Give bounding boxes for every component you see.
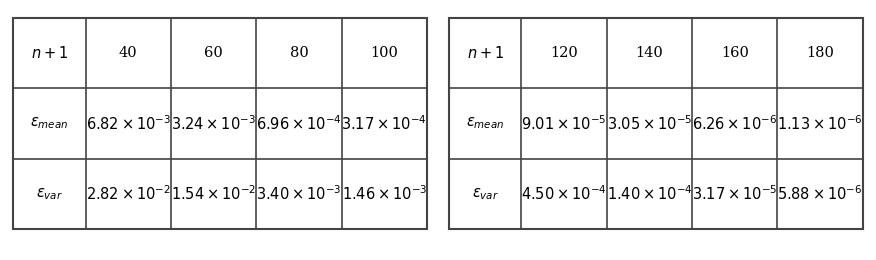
Text: $1.13\times10^{-6}$: $1.13\times10^{-6}$: [777, 114, 863, 133]
Text: $\varepsilon_{var}$: $\varepsilon_{var}$: [36, 186, 63, 202]
Text: $4.50\times10^{-4}$: $4.50\times10^{-4}$: [521, 184, 607, 203]
Text: $\varepsilon_{mean}$: $\varepsilon_{mean}$: [31, 116, 68, 131]
Text: $3.17\times10^{-4}$: $3.17\times10^{-4}$: [342, 114, 427, 133]
Text: $5.88\times10^{-6}$: $5.88\times10^{-6}$: [778, 184, 863, 203]
Text: 60: 60: [204, 46, 223, 60]
Text: $3.24\times10^{-3}$: $3.24\times10^{-3}$: [172, 114, 256, 133]
Text: $3.17\times10^{-5}$: $3.17\times10^{-5}$: [692, 184, 778, 203]
Text: 100: 100: [371, 46, 399, 60]
Text: $6.26\times10^{-6}$: $6.26\times10^{-6}$: [692, 114, 777, 133]
Text: $1.46\times10^{-3}$: $1.46\times10^{-3}$: [342, 184, 427, 203]
Text: 40: 40: [119, 46, 138, 60]
Text: $9.01\times10^{-5}$: $9.01\times10^{-5}$: [521, 114, 607, 133]
Text: 80: 80: [290, 46, 308, 60]
Text: $6.96\times10^{-4}$: $6.96\times10^{-4}$: [256, 114, 342, 133]
Text: $n+1$: $n+1$: [467, 45, 504, 61]
Text: $3.40\times10^{-3}$: $3.40\times10^{-3}$: [257, 184, 342, 203]
Bar: [449, 18, 863, 229]
Text: $3.05\times10^{-5}$: $3.05\times10^{-5}$: [607, 114, 692, 133]
Bar: [13, 18, 427, 229]
Text: 140: 140: [636, 46, 663, 60]
Text: $n+1$: $n+1$: [31, 45, 68, 61]
Text: 180: 180: [806, 46, 834, 60]
Text: $\varepsilon_{mean}$: $\varepsilon_{mean}$: [466, 116, 505, 131]
Text: 120: 120: [550, 46, 578, 60]
Text: $\varepsilon_{var}$: $\varepsilon_{var}$: [471, 186, 498, 202]
Text: $1.40\times10^{-4}$: $1.40\times10^{-4}$: [606, 184, 692, 203]
Text: 160: 160: [721, 46, 749, 60]
Text: $1.54\times10^{-2}$: $1.54\times10^{-2}$: [171, 184, 257, 203]
Text: $2.82\times10^{-2}$: $2.82\times10^{-2}$: [86, 184, 171, 203]
Text: $6.82\times10^{-3}$: $6.82\times10^{-3}$: [86, 114, 171, 133]
